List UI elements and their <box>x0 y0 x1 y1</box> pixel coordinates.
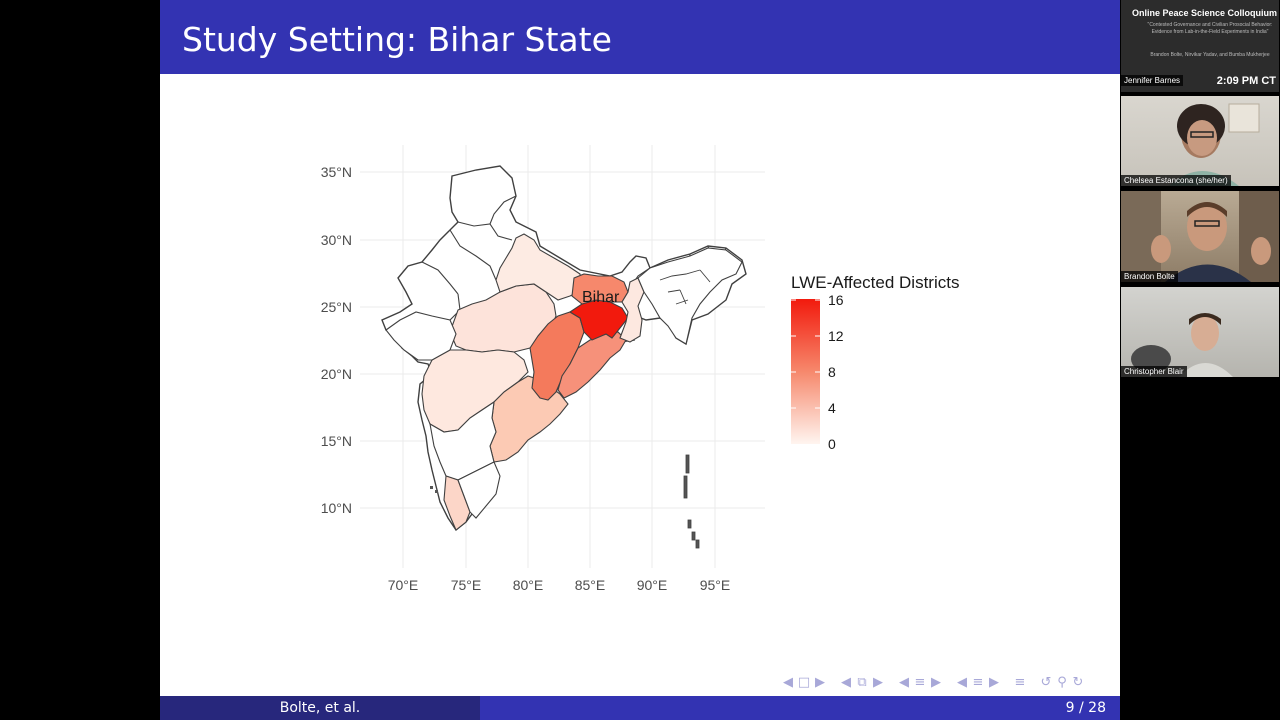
share-subtitle: "Contested Governance and Civilian Proso… <box>1147 22 1273 35</box>
india-lwe-map: Bihar 35°N 30°N 25°N 20°N 15°N 10°N 70°E… <box>321 145 959 593</box>
video-tile-participant[interactable]: Chelsea Estancona (she/her) <box>1121 96 1279 186</box>
region-west-bengal <box>619 277 645 343</box>
beamer-navigation: ◀ □ ▶ ◀ ⧉ ▶ ◀ ≡ ▶ ◀ ≡ ▶ ≡ ↺ ⚲ ↻ <box>780 674 1086 692</box>
footer-middle <box>480 696 800 720</box>
x-tick-label: 95°E <box>700 577 731 593</box>
x-tick-label: 85°E <box>575 577 606 593</box>
nav-right-arrow-icon[interactable]: ▶ <box>873 675 883 690</box>
y-tick-label: 35°N <box>321 164 352 180</box>
slide-footer: Bolte, et al. 9 / 28 <box>160 696 1120 720</box>
nav-back-icon[interactable]: ↺ <box>1040 675 1052 690</box>
nav-right-arrow-icon[interactable]: ▶ <box>931 675 941 690</box>
share-title: Online Peace Science Colloquium <box>1131 8 1277 18</box>
nav-left-arrow-icon[interactable]: ◀ <box>899 675 909 690</box>
nav-frame-icon[interactable]: □ <box>797 675 811 690</box>
y-axis-ticks: 35°N 30°N 25°N 20°N 15°N 10°N <box>321 164 352 516</box>
region-gujarat <box>385 311 457 361</box>
region-northeast <box>637 247 743 345</box>
nav-frames-icon[interactable]: ⧉ <box>857 675 867 690</box>
legend-ticks: 16 12 8 4 0 <box>791 292 844 452</box>
nav-section-icon[interactable]: ≡ <box>914 675 926 690</box>
participant-name: Jennifer Barnes <box>1121 75 1184 86</box>
legend-tick-label: 0 <box>828 436 836 452</box>
nav-left-arrow-icon[interactable]: ◀ <box>957 675 967 690</box>
share-authors: Brandon Bolte, Nirvikar Yadav, and Bumba… <box>1150 52 1270 58</box>
lakshadweep-islands <box>430 486 438 493</box>
nav-left-arrow-icon[interactable]: ◀ <box>841 675 851 690</box>
legend-tick-label: 8 <box>828 364 836 380</box>
participant-video-avatar <box>1121 191 1279 282</box>
legend-tick-label: 12 <box>828 328 844 344</box>
y-tick-label: 10°N <box>321 500 352 516</box>
region-tamil-nadu <box>457 461 501 519</box>
y-tick-label: 20°N <box>321 366 352 382</box>
nav-document-icon[interactable]: ≡ <box>1014 675 1026 690</box>
x-tick-label: 75°E <box>451 577 482 593</box>
legend-title: LWE-Affected Districts <box>791 273 959 292</box>
legend-tick-label: 4 <box>828 400 836 416</box>
region-uttar-pradesh <box>495 233 583 301</box>
participant-video-avatar <box>1169 103 1260 186</box>
legend-tick-label: 16 <box>828 292 844 308</box>
clock-time: 2:09 PM CT <box>1216 75 1276 87</box>
footer-authors: Bolte, et al. <box>160 696 480 720</box>
participant-name: Chelsea Estancona (she/her) <box>1121 175 1231 186</box>
nav-subsection-icon[interactable]: ≡ <box>972 675 984 690</box>
northeast-boundaries <box>659 269 711 305</box>
video-tile-participant[interactable]: Christopher Blair <box>1121 287 1279 377</box>
nav-forward-icon[interactable]: ↻ <box>1072 675 1084 690</box>
y-tick-label: 15°N <box>321 433 352 449</box>
x-axis-ticks: 70°E 75°E 80°E 85°E 90°E 95°E <box>388 577 731 593</box>
x-tick-label: 70°E <box>388 577 419 593</box>
y-tick-label: 25°N <box>321 299 352 315</box>
participant-video-avatar <box>1131 313 1233 377</box>
participant-video-panel: Online Peace Science Colloquium "Contest… <box>1120 0 1280 720</box>
nav-left-arrow-icon[interactable]: ◀ <box>783 675 793 690</box>
presentation-slide: Study Setting: Bihar State <box>160 0 1120 720</box>
y-tick-label: 30°N <box>321 232 352 248</box>
participant-name: Brandon Bolte <box>1121 271 1178 282</box>
video-tile-screen-share[interactable]: Online Peace Science Colloquium "Contest… <box>1121 0 1279 92</box>
slide-title: Study Setting: Bihar State <box>182 20 612 59</box>
video-tile-participant[interactable]: Brandon Bolte <box>1121 191 1279 282</box>
nav-right-arrow-icon[interactable]: ▶ <box>989 675 999 690</box>
region-karnataka <box>429 400 497 481</box>
nav-right-arrow-icon[interactable]: ▶ <box>815 675 825 690</box>
participant-name: Christopher Blair <box>1121 366 1187 377</box>
nav-search-icon[interactable]: ⚲ <box>1057 675 1067 690</box>
andaman-islands <box>683 454 700 549</box>
x-tick-label: 90°E <box>637 577 668 593</box>
page-indicator: 9 / 28 <box>800 696 1120 720</box>
slide-header: Study Setting: Bihar State <box>160 0 1120 74</box>
bihar-label: Bihar <box>582 289 620 306</box>
x-tick-label: 80°E <box>513 577 544 593</box>
